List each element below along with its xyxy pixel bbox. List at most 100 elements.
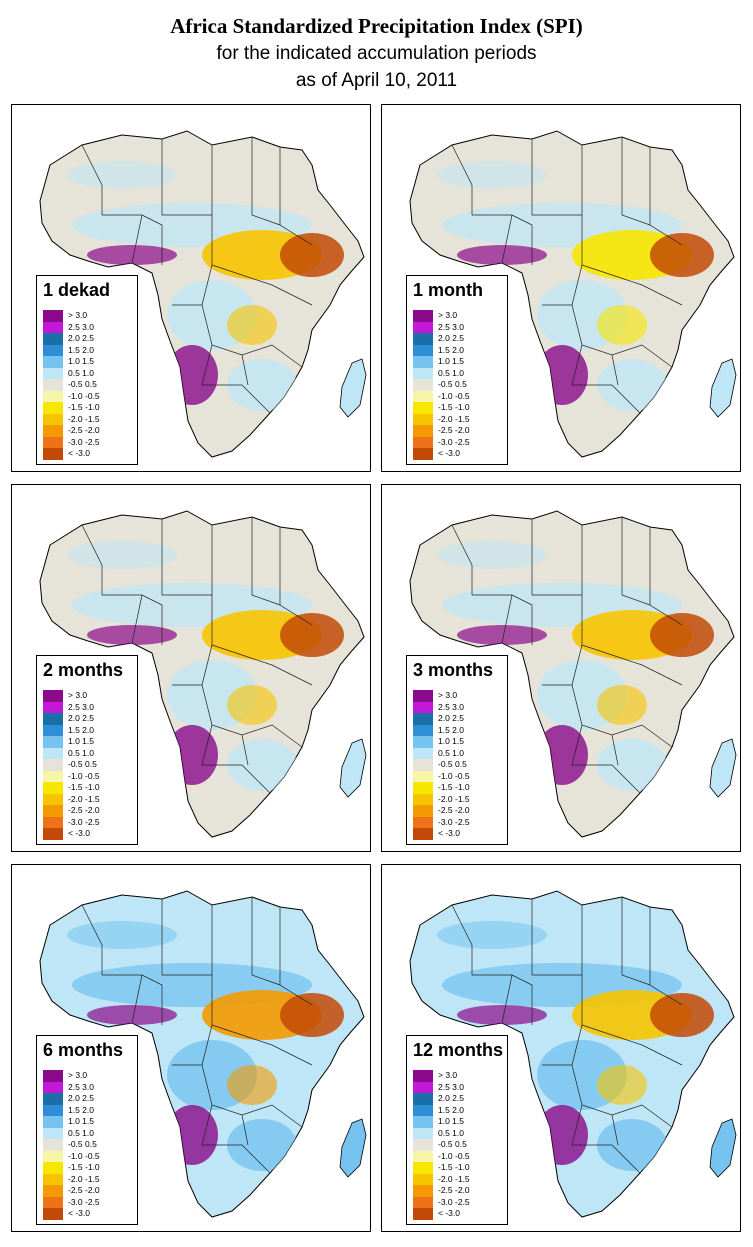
legend-range-label: > 3.0 [438,310,458,320]
legend-range-label: -0.5 0.5 [438,1139,467,1149]
legend-swatch [413,448,433,460]
legend-row: -2.5 -2.0 [413,425,470,437]
accumulation-period-label: 6 months [43,1040,124,1060]
legend-swatch [413,1093,433,1105]
legend-range-label: -2.5 -2.0 [68,1185,100,1195]
legend-row: 1.0 1.5 [413,736,470,748]
legend-row: -3.0 -2.5 [43,436,100,448]
legend-row: 1.5 2.0 [413,344,470,356]
legend-range-label: > 3.0 [438,690,458,700]
spi-anomaly-region [280,993,344,1037]
africa-map [39,510,367,838]
legend-swatch [413,1185,433,1197]
legend-swatch [43,747,63,759]
madagascar-island [709,358,737,418]
legend-swatch [43,367,63,379]
legend-row: -0.5 0.5 [413,379,470,391]
legend-range-label: -2.5 -2.0 [68,425,100,435]
legend-range-label: 2.0 2.5 [438,1093,464,1103]
legend-row: > 3.0 [43,690,100,702]
legend-row: 1.0 1.5 [43,1116,100,1128]
legend-row: 1.0 1.5 [413,356,470,368]
legend-row: -1.5 -1.0 [413,402,470,414]
spi-anomaly-region [227,1119,297,1171]
legend-row: 2.5 3.0 [413,321,470,333]
legend-range-label: -2.0 -1.5 [438,793,470,804]
legend-row: -1.5 -1.0 [413,1162,470,1174]
legend-swatch [413,321,433,333]
legend-swatch [413,425,433,437]
legend-swatch [413,816,433,828]
legend-row: -1.0 -0.5 [413,1150,470,1162]
spi-anomaly-region [280,613,344,657]
spi-map-panel: 12 months > 3.0 2.5 3.0 2.0 2.5 1.5 2.0 1.0 1… [381,864,741,1232]
spi-anomaly-region [597,305,647,345]
legend-swatch [413,367,433,379]
legend-range-label: -2.5 -2.0 [438,425,470,435]
country-borders [81,517,313,794]
legend-range-label: < -3.0 [68,828,90,838]
legend-row: -1.0 -0.5 [413,770,470,782]
legend-range-label: -2.0 -1.5 [68,413,100,424]
legend-range-label: < -3.0 [438,828,460,838]
spi-anomaly-region [67,161,177,189]
legend-range-label: 2.0 2.5 [438,713,464,723]
legend-row: -1.0 -0.5 [43,770,100,782]
legend-range-label: -3.0 -2.5 [68,1196,100,1207]
legend-swatch [413,701,433,713]
legend-swatch [413,1081,433,1093]
legend-range-label: 2.0 2.5 [68,1093,94,1103]
legend-swatch [413,1173,433,1185]
legend-swatch [43,713,63,725]
madagascar-island [709,1118,737,1178]
spi-legend: 1 month > 3.0 2.5 3.0 2.0 2.5 1.5 2.0 1.0 1.5… [406,275,508,465]
legend-range-label: 1.0 1.5 [438,356,464,366]
legend-row: > 3.0 [43,310,100,322]
legend-range-label: 1.5 2.0 [68,724,94,735]
legend-swatch [413,724,433,736]
legend-swatch [413,344,433,356]
country-borders [81,137,313,414]
spi-map-panel: 1 month > 3.0 2.5 3.0 2.0 2.5 1.5 2.0 1.0 1.5… [381,104,741,472]
legend-swatch [43,690,63,702]
legend-row: < -3.0 [413,828,470,840]
legend-range-label: 1.0 1.5 [438,736,464,746]
legend-range-label: -1.0 -0.5 [438,770,470,781]
legend-range-label: 1.0 1.5 [438,1116,464,1126]
legend-row: 1.5 2.0 [43,1104,100,1116]
legend-swatch [413,759,433,771]
spi-legend: 1 dekad > 3.0 2.5 3.0 2.0 2.5 1.5 2.0 1.0 1.5… [36,275,138,465]
legend-row: 1.0 1.5 [43,736,100,748]
legend-row: -3.0 -2.5 [413,1196,470,1208]
accumulation-period-label: 2 months [43,660,124,680]
spi-anomaly-region [457,1005,547,1025]
spi-anomaly-region [227,739,297,791]
legend-row: -1.0 -0.5 [43,1150,100,1162]
spi-anomaly-region [87,245,177,265]
legend-row: 2.0 2.5 [413,713,470,725]
legend-swatch [413,379,433,391]
legend-range-label: -2.0 -1.5 [438,1173,470,1184]
legend-swatch [43,1070,63,1082]
legend-row: 2.5 3.0 [43,321,100,333]
legend-row: 0.5 1.0 [43,367,100,379]
legend-range-label: 0.5 1.0 [68,747,94,758]
spi-anomaly-region [597,1119,667,1171]
legend-swatch [43,344,63,356]
legend-range-label: -0.5 0.5 [68,759,97,769]
legend-range-label: 1.0 1.5 [68,356,94,366]
legend-swatch [43,1196,63,1208]
legend-row: 2.5 3.0 [413,701,470,713]
spi-anomaly-region [536,345,588,405]
africa-map [409,890,737,1218]
legend-range-label: 1.5 2.0 [438,1104,464,1115]
legend-swatch [413,1162,433,1174]
legend-row: 2.0 2.5 [413,1093,470,1105]
legend-range-label: -2.5 -2.0 [438,1185,470,1195]
legend-row: -1.5 -1.0 [43,402,100,414]
legend-row: -2.5 -2.0 [43,1185,100,1197]
legend-row: > 3.0 [413,690,470,702]
legend-swatch [43,425,63,437]
legend-row: 2.5 3.0 [43,1081,100,1093]
legend-swatch [413,310,433,322]
